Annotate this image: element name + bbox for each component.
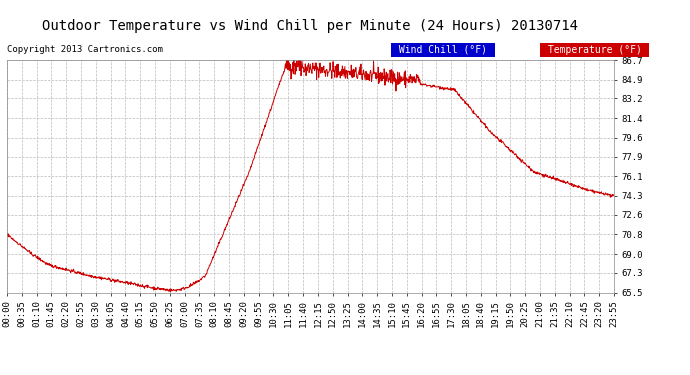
Text: Wind Chill (°F): Wind Chill (°F) (393, 45, 493, 55)
Text: Temperature (°F): Temperature (°F) (542, 45, 647, 55)
Text: Outdoor Temperature vs Wind Chill per Minute (24 Hours) 20130714: Outdoor Temperature vs Wind Chill per Mi… (43, 19, 578, 33)
Text: Copyright 2013 Cartronics.com: Copyright 2013 Cartronics.com (7, 45, 163, 54)
